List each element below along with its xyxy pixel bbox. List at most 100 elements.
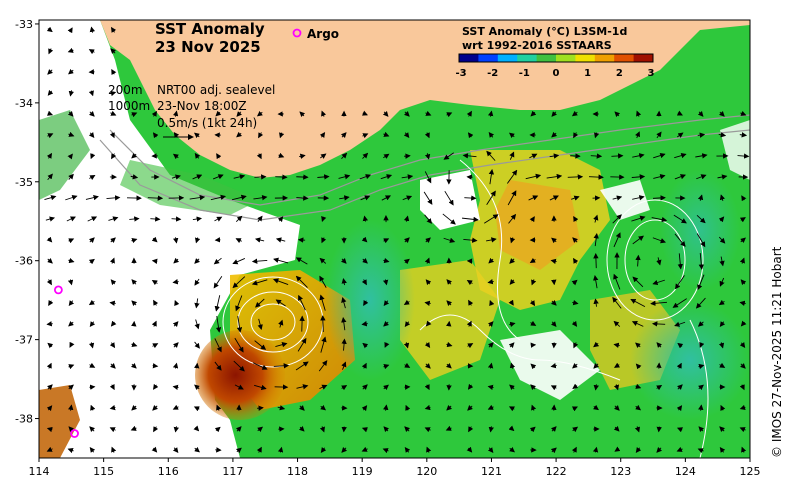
current-vector: [656, 257, 662, 266]
current-vector: [698, 252, 705, 270]
current-vector: [131, 341, 138, 348]
current-vector: [341, 278, 347, 286]
current-vector: [68, 68, 74, 75]
current-vector: [214, 361, 222, 371]
current-vector: [234, 337, 244, 353]
current-vector: [424, 404, 431, 411]
current-vector: [212, 174, 224, 180]
current-vector: [46, 321, 53, 327]
colorbar: [458, 53, 654, 63]
current-vector: [172, 362, 179, 369]
current-vector: [446, 404, 453, 411]
current-vector: [674, 152, 687, 159]
current-vector: [360, 195, 371, 201]
current-vector: [90, 404, 96, 411]
current-vector: [319, 257, 327, 264]
current-vector: [699, 342, 705, 349]
current-vector: [362, 342, 369, 349]
current-vector: [321, 216, 327, 222]
current-vector: [88, 258, 95, 265]
current-vector: [402, 195, 413, 201]
current-vector: [361, 405, 368, 412]
current-vector: [571, 279, 578, 286]
current-vector: [487, 447, 494, 454]
current-vector: [424, 153, 431, 160]
current-vector: [613, 273, 621, 290]
current-vector: [44, 195, 57, 201]
current-vector: [550, 258, 557, 265]
current-vector: [739, 217, 746, 223]
map-title-line1: SST Anomaly: [155, 20, 265, 38]
current-vector: [401, 174, 414, 180]
current-vector: [252, 362, 268, 370]
current-vector: [426, 446, 432, 453]
current-vector: [487, 321, 494, 328]
current-vector: [635, 131, 640, 139]
lon-tick-label: 122: [546, 465, 567, 478]
current-vector: [320, 404, 327, 411]
current-vector: [194, 152, 201, 159]
colorbar-tick-label: -1: [519, 68, 530, 79]
current-vector: [651, 216, 668, 223]
current-vector: [650, 300, 668, 307]
current-vector: [213, 257, 222, 265]
current-vector: [215, 110, 222, 117]
scale-label: 0.5m/s (1kt 24h): [157, 116, 257, 130]
colorbar-cell: [614, 54, 635, 62]
current-vector: [68, 173, 74, 180]
current-vector: [632, 276, 644, 288]
depth-label-200m: 200m: [108, 83, 143, 97]
cool-anomaly-east: [630, 300, 750, 420]
current-vector: [317, 174, 330, 180]
current-vector: [509, 384, 515, 391]
eddy-contour-1: [237, 291, 309, 353]
current-vector: [632, 195, 645, 201]
current-vector: [529, 300, 536, 307]
current-vector: [612, 195, 623, 201]
current-vector: [594, 132, 600, 139]
current-vector: [383, 404, 389, 411]
current-vector: [129, 216, 140, 222]
current-vector: [424, 427, 431, 433]
current-vector: [572, 299, 579, 306]
current-vector: [110, 48, 116, 54]
current-vector: [550, 447, 557, 454]
current-vector: [507, 190, 517, 206]
current-vector: [697, 448, 704, 454]
current-vector: [251, 258, 268, 264]
current-vector: [697, 194, 704, 201]
current-vector: [47, 89, 54, 96]
current-vector: [674, 321, 686, 327]
colorbar-cell: [633, 54, 654, 62]
argo-marker-icon: [292, 28, 302, 38]
current-vector: [46, 152, 53, 159]
current-vector: [194, 258, 200, 264]
current-vector: [635, 363, 642, 370]
current-vector: [467, 343, 474, 349]
current-vectors: [44, 26, 750, 454]
current-vector: [656, 447, 663, 453]
current-vector: [489, 299, 495, 306]
current-vector: [46, 426, 53, 433]
current-vector: [741, 446, 747, 453]
current-vector: [111, 153, 117, 160]
current-vector: [362, 152, 369, 159]
current-vector: [174, 299, 180, 306]
current-vector: [67, 279, 74, 286]
eddy-contour-5: [606, 199, 704, 321]
current-vector: [362, 133, 369, 139]
current-vector: [613, 232, 621, 248]
current-vector: [698, 363, 705, 370]
current-vector: [233, 360, 245, 372]
colorbar-cell: [556, 54, 576, 62]
lon-tick-label: 118: [287, 465, 308, 478]
current-vector: [508, 425, 515, 432]
current-vector: [424, 171, 432, 184]
current-vector: [255, 237, 265, 243]
current-vector: [614, 405, 620, 411]
depth-label-1000m: 1000m: [108, 99, 150, 113]
current-vector: [171, 216, 182, 222]
colorbar-tick-label: 1: [584, 68, 591, 79]
lat-tick-label: -38: [15, 413, 33, 426]
